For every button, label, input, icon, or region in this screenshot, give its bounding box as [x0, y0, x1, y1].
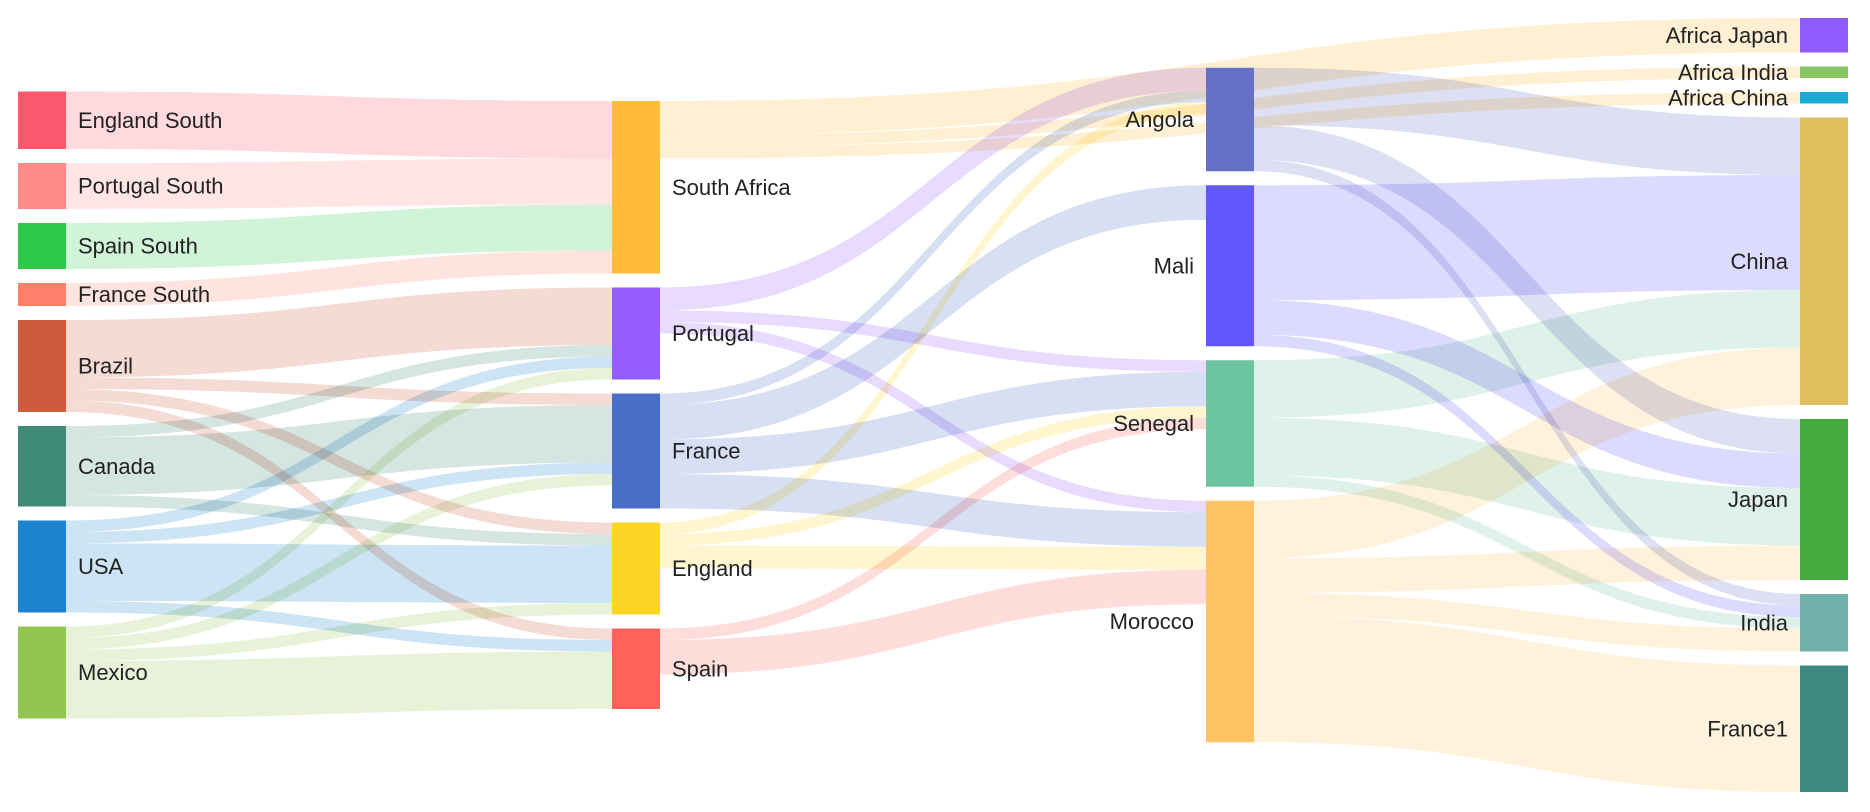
node-senegal [1206, 360, 1254, 487]
label-france: France [672, 439, 740, 464]
link-mexico-to-spain [66, 651, 612, 719]
link-england-south-to-south-africa [66, 91, 612, 159]
label-africa-india: Africa India [1678, 60, 1789, 85]
link-mali-to-china [1254, 175, 1800, 301]
label-south-africa: South Africa [672, 175, 791, 200]
label-morocco: Morocco [1110, 609, 1194, 634]
link-france-to-angola [660, 90, 1206, 405]
link-england-to-morocco [660, 545, 1206, 570]
link-france-south-to-south-africa [66, 250, 612, 306]
link-mexico-to-portugal [66, 368, 612, 638]
node-portugal [612, 287, 660, 380]
label-china: China [1731, 249, 1789, 274]
label-india: India [1740, 610, 1788, 635]
node-south-africa [612, 101, 660, 274]
node-india [1800, 594, 1848, 652]
label-mali: Mali [1154, 253, 1194, 278]
link-morocco-to-china [1254, 347, 1800, 559]
links-layer [66, 18, 1800, 792]
label-usa: USA [78, 554, 124, 579]
label-portugal-south: Portugal South [78, 174, 224, 199]
node-china [1800, 117, 1848, 405]
label-spain: Spain [672, 656, 728, 681]
link-usa-to-england [66, 543, 612, 603]
label-brazil: Brazil [78, 354, 133, 379]
node-england [612, 522, 660, 615]
node-africa-china [1800, 92, 1848, 104]
node-africa-india [1800, 66, 1848, 78]
label-spain-south: Spain South [78, 234, 198, 259]
node-england-south [18, 91, 66, 149]
label-canada: Canada [78, 454, 156, 479]
label-africa-china: Africa China [1668, 85, 1789, 110]
node-africa-japan [1800, 18, 1848, 53]
link-angola-to-china [1254, 67, 1800, 175]
node-mexico [18, 626, 66, 719]
link-brazil-to-portugal [66, 287, 612, 378]
link-france-to-senegal [660, 371, 1206, 474]
link-england-to-senegal [660, 406, 1206, 546]
label-england-south: England South [78, 108, 222, 133]
label-france-south: France South [78, 282, 210, 307]
link-morocco-to-japan [1254, 545, 1800, 593]
link-spain-to-senegal [660, 417, 1206, 640]
label-mexico: Mexico [78, 660, 148, 685]
node-france-south [18, 283, 66, 306]
node-france [612, 393, 660, 509]
node-japan [1800, 419, 1848, 580]
link-canada-to-portugal [66, 345, 612, 438]
node-portugal-south [18, 163, 66, 209]
link-mali-to-japan [1254, 300, 1800, 488]
node-france1 [1800, 665, 1848, 792]
label-france1: France1 [1707, 716, 1788, 741]
link-portugal-to-angola [660, 67, 1206, 311]
node-brazil [18, 320, 66, 412]
link-usa-to-portugal [66, 356, 612, 532]
link-france-to-morocco [660, 474, 1206, 547]
link-portugal-to-senegal [660, 310, 1206, 372]
labels-layer: England South Portugal South Spain South Fr… [78, 23, 1789, 742]
link-morocco-to-india [1254, 592, 1800, 652]
nodes-layer [18, 18, 1848, 792]
node-morocco [1206, 500, 1254, 743]
link-england-to-angola [660, 102, 1206, 534]
link-mexico-to-france [66, 474, 612, 650]
label-senegal: Senegal [1113, 411, 1194, 436]
node-spain-south [18, 223, 66, 269]
label-japan: Japan [1728, 487, 1788, 512]
link-senegal-to-china [1254, 290, 1800, 418]
label-portugal: Portugal [672, 321, 754, 346]
node-mali [1206, 185, 1254, 347]
label-angola: Angola [1125, 107, 1194, 132]
node-usa [18, 520, 66, 613]
link-mexico-to-england [66, 603, 612, 661]
link-portugal-south-to-south-africa [66, 158, 612, 209]
node-canada [18, 426, 66, 507]
label-england: England [672, 556, 753, 581]
link-morocco-to-france1 [1254, 615, 1800, 792]
link-spain-south-to-south-africa [66, 204, 612, 269]
label-africa-japan: Africa Japan [1666, 23, 1788, 48]
node-spain [612, 628, 660, 709]
node-angola [1206, 67, 1254, 172]
link-spain-to-morocco [660, 569, 1206, 675]
